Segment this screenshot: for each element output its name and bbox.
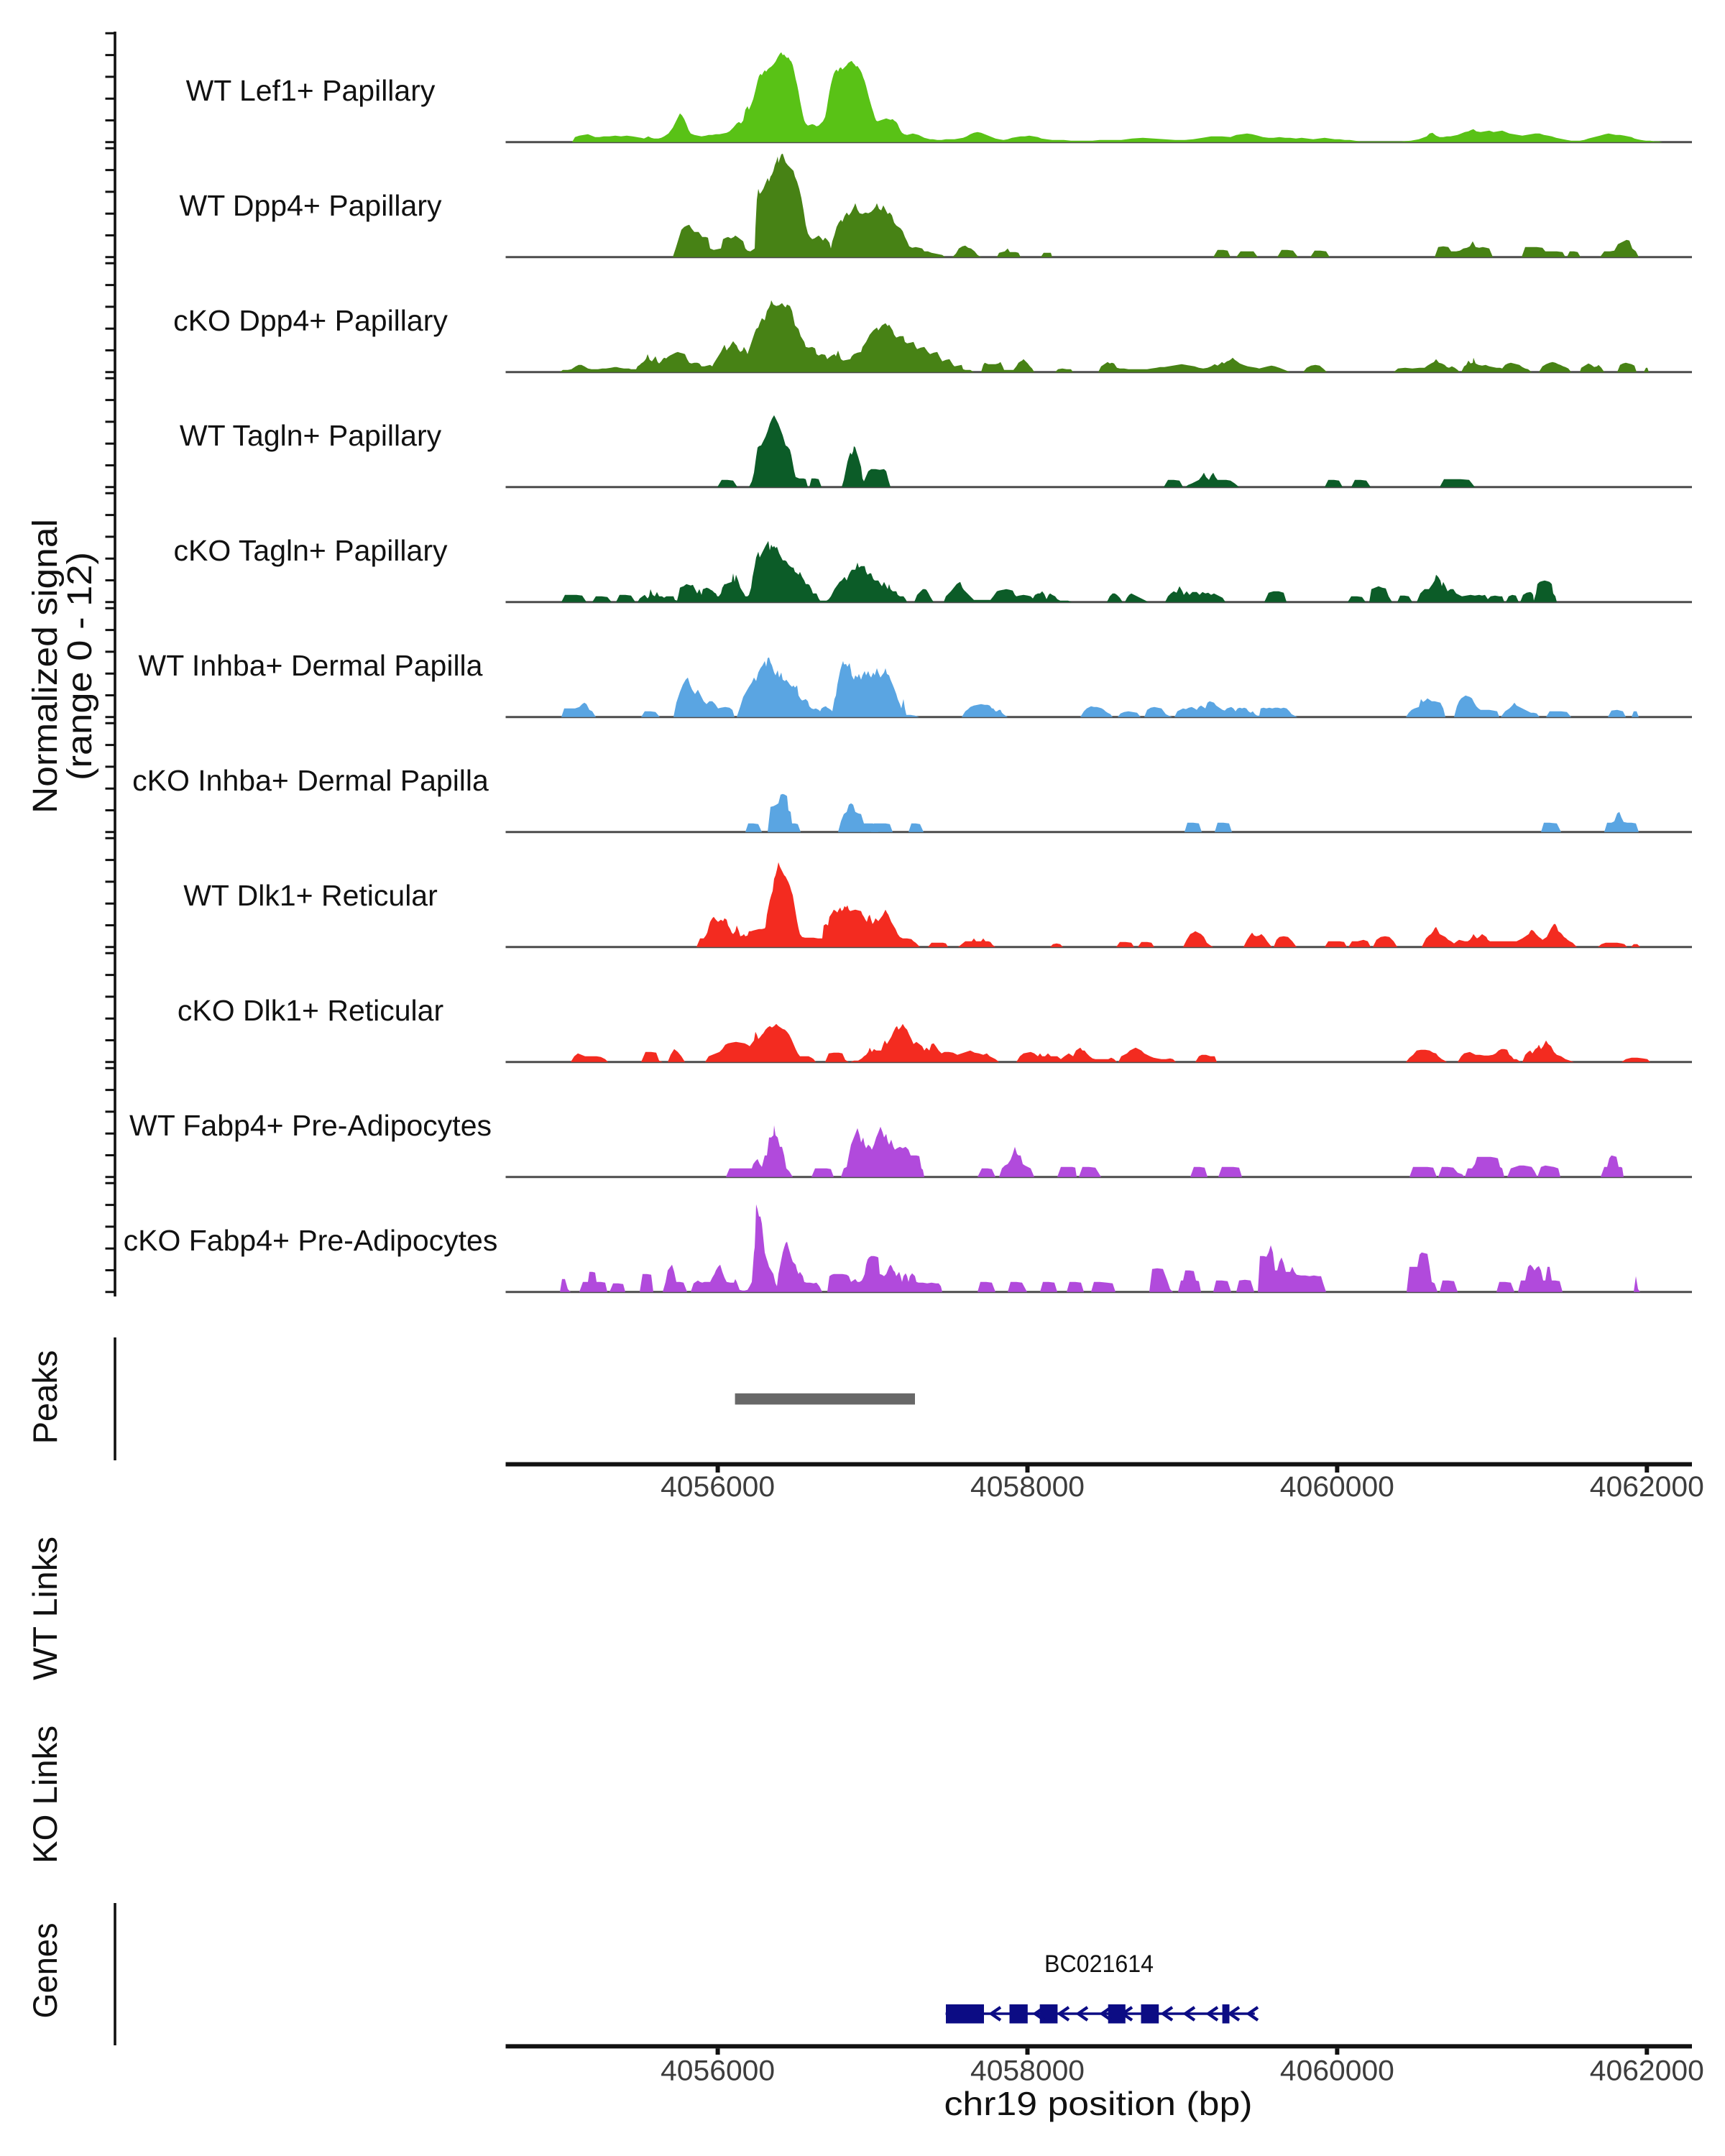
svg-text:WT Links: WT Links bbox=[26, 1537, 64, 1680]
svg-text:cKO Dlk1+ Reticular: cKO Dlk1+ Reticular bbox=[178, 994, 443, 1027]
svg-text:Genes: Genes bbox=[26, 1923, 64, 2019]
svg-text:WT Inhba+ Dermal Papilla: WT Inhba+ Dermal Papilla bbox=[139, 649, 483, 682]
svg-text:KO Links: KO Links bbox=[26, 1726, 64, 1864]
svg-text:4060000: 4060000 bbox=[1280, 1471, 1394, 1503]
svg-text:4060000: 4060000 bbox=[1280, 2055, 1394, 2087]
svg-text:cKO Tagln+ Papillary: cKO Tagln+ Papillary bbox=[174, 534, 448, 567]
svg-text:4056000: 4056000 bbox=[661, 1471, 775, 1503]
svg-text:WT Dlk1+ Reticular: WT Dlk1+ Reticular bbox=[183, 879, 438, 912]
svg-text:4056000: 4056000 bbox=[661, 2055, 775, 2087]
svg-text:cKO Fabp4+ Pre-Adipocytes: cKO Fabp4+ Pre-Adipocytes bbox=[124, 1224, 498, 1257]
svg-text:chr19 position (bp): chr19 position (bp) bbox=[944, 2085, 1253, 2122]
svg-text:4062000: 4062000 bbox=[1590, 1471, 1704, 1503]
svg-text:WT Lef1+ Papillary: WT Lef1+ Papillary bbox=[186, 74, 436, 107]
svg-text:Peaks: Peaks bbox=[26, 1350, 64, 1445]
svg-text:BC021614: BC021614 bbox=[1044, 1950, 1154, 1978]
svg-text:Normalized signal: Normalized signal bbox=[27, 519, 65, 814]
svg-text:4062000: 4062000 bbox=[1590, 2055, 1704, 2087]
svg-text:4058000: 4058000 bbox=[970, 1471, 1085, 1503]
svg-text:(range 0 - 12): (range 0 - 12) bbox=[61, 552, 99, 780]
svg-text:WT Fabp4+ Pre-Adipocytes: WT Fabp4+ Pre-Adipocytes bbox=[129, 1109, 492, 1142]
svg-text:4058000: 4058000 bbox=[970, 2055, 1085, 2087]
svg-text:cKO Inhba+ Dermal Papilla: cKO Inhba+ Dermal Papilla bbox=[132, 764, 489, 797]
svg-text:WT Tagln+ Papillary: WT Tagln+ Papillary bbox=[180, 419, 442, 452]
svg-text:cKO Dpp4+ Papillary: cKO Dpp4+ Papillary bbox=[173, 304, 448, 337]
svg-text:WT Dpp4+ Papillary: WT Dpp4+ Papillary bbox=[180, 189, 442, 222]
